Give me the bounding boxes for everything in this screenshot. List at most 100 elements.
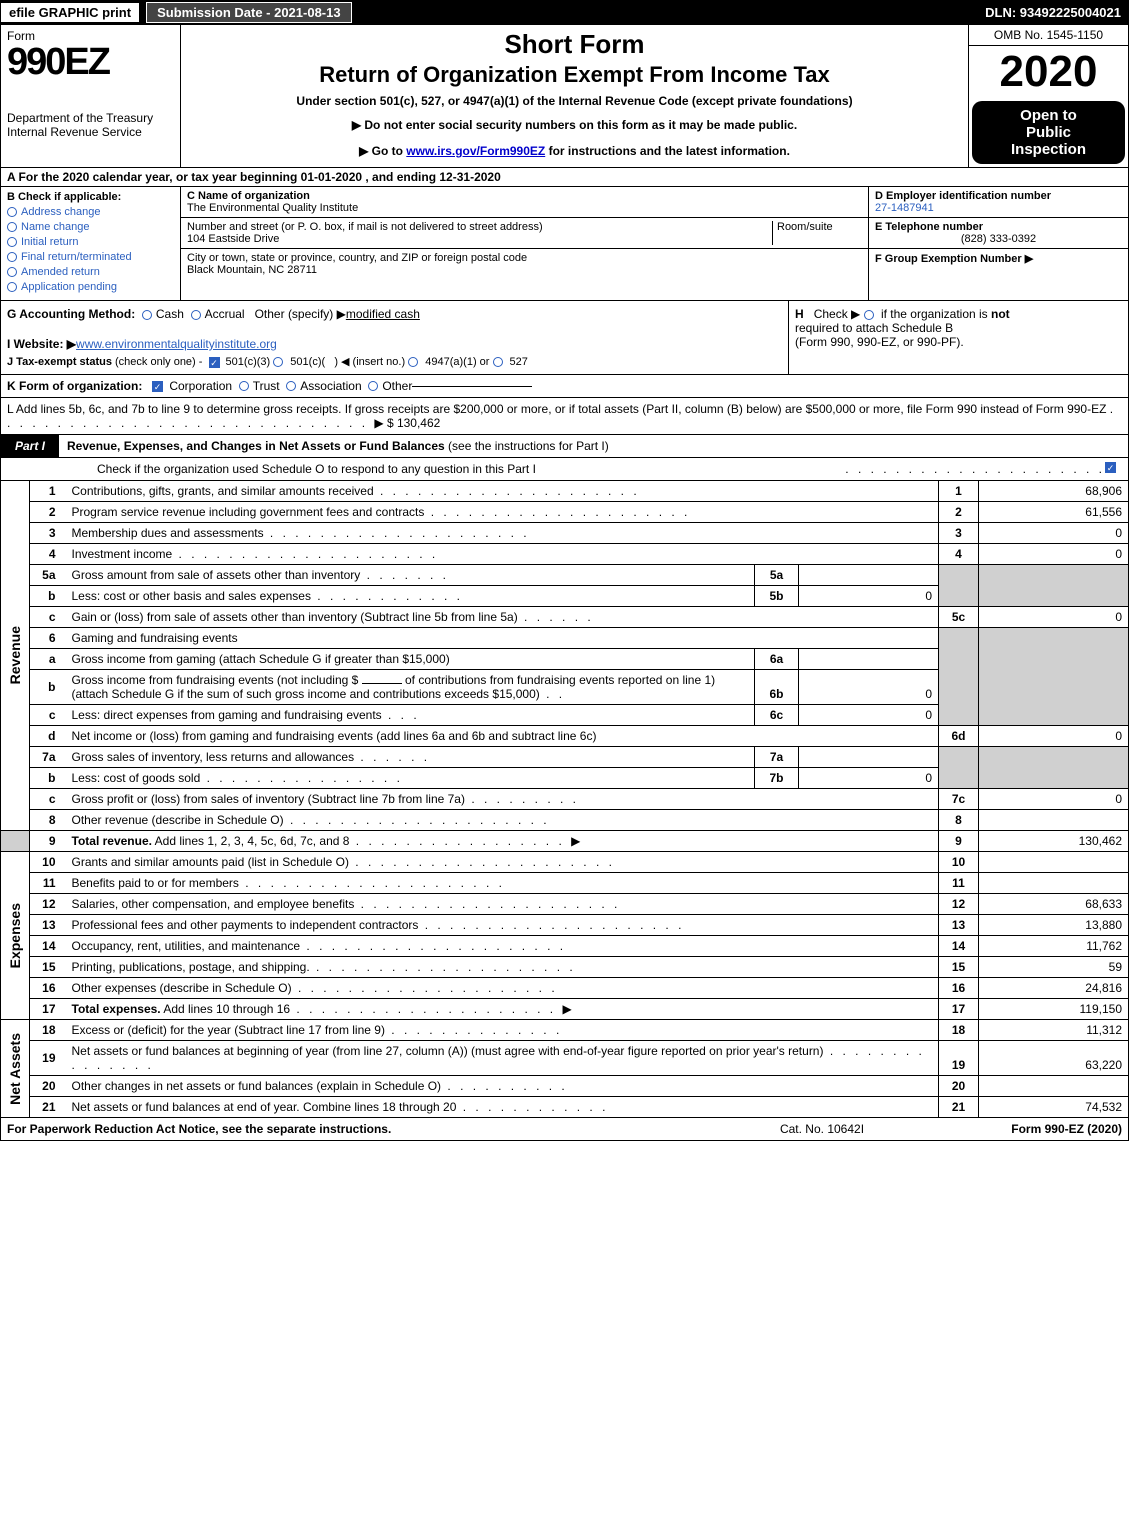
circle-icon[interactable] (239, 381, 249, 391)
part-i-check-text: Check if the organization used Schedule … (7, 462, 536, 476)
goto-link[interactable]: www.irs.gov/Form990EZ (406, 144, 545, 158)
open-line-1: Open to (976, 107, 1121, 124)
line-20-no: 20 (30, 1076, 66, 1097)
circle-icon[interactable] (142, 310, 152, 320)
line-13-no: 13 (30, 915, 66, 936)
under-section: Under section 501(c), 527, or 4947(a)(1)… (189, 94, 960, 108)
accounting-other-label: Other (specify) ▶ (255, 307, 346, 321)
circle-icon[interactable] (493, 357, 503, 367)
line-21-val: 74,532 (979, 1097, 1129, 1118)
checkbox-initial-return[interactable]: Initial return (7, 236, 174, 248)
circle-icon[interactable] (273, 357, 283, 367)
h-label: H (795, 307, 804, 321)
name-change-label: Name change (21, 221, 90, 233)
short-form-title: Short Form (189, 29, 960, 60)
circle-icon[interactable] (864, 310, 874, 320)
accounting-other-value: modified cash (346, 307, 420, 321)
org-name-label: C Name of organization (187, 190, 310, 202)
header-left: Form 990EZ Department of the Treasury In… (1, 25, 181, 167)
checkbox-amended-return[interactable]: Amended return (7, 266, 174, 278)
line-4-col: 4 (939, 544, 979, 565)
side-expenses: Expenses (1, 852, 30, 1020)
city-row: City or town, state or province, country… (181, 249, 868, 279)
line-16: 16 Other expenses (describe in Schedule … (1, 978, 1129, 999)
checkbox-application-pending[interactable]: Application pending (7, 281, 174, 293)
circle-icon[interactable] (408, 357, 418, 367)
line-12-col: 12 (939, 894, 979, 915)
line-14-desc: Occupancy, rent, utilities, and maintena… (66, 936, 939, 957)
checkbox-name-change[interactable]: Name change (7, 221, 174, 233)
line-2-col: 2 (939, 502, 979, 523)
row-l-amount: ▶ $ 130,462 (374, 416, 440, 430)
line-6b-no: b (30, 670, 66, 705)
open-line-3: Inspection (976, 141, 1121, 158)
line-7c-no: c (30, 789, 66, 810)
section-def: D Employer identification number 27-1487… (868, 187, 1128, 300)
line-9-col: 9 (939, 831, 979, 852)
address-change-label: Address change (21, 206, 101, 218)
line-7a-desc: Gross sales of inventory, less returns a… (66, 747, 755, 768)
section-a-tax-year: A For the 2020 calendar year, or tax yea… (0, 168, 1129, 187)
line-16-desc: Other expenses (describe in Schedule O) (66, 978, 939, 999)
line-11-val (979, 873, 1129, 894)
website-link[interactable]: www.environmentalqualityinstitute.org (76, 337, 277, 351)
circle-icon[interactable] (368, 381, 378, 391)
line-13-desc: Professional fees and other payments to … (66, 915, 939, 936)
line-6-no: 6 (30, 628, 66, 649)
line-5a-desc: Gross amount from sale of assets other t… (66, 565, 755, 586)
circle-icon[interactable] (191, 310, 201, 320)
line-5a: 5a Gross amount from sale of assets othe… (1, 565, 1129, 586)
line-16-no: 16 (30, 978, 66, 999)
part-i-label: Part I (1, 435, 59, 457)
line-8: 8 Other revenue (describe in Schedule O)… (1, 810, 1129, 831)
line-10: Expenses 10 Grants and similar amounts p… (1, 852, 1129, 873)
line-3-no: 3 (30, 523, 66, 544)
lines-table: Revenue 1 Contributions, gifts, grants, … (0, 481, 1129, 1118)
info-grid: B Check if applicable: Address change Na… (0, 187, 1129, 301)
form-number: 990EZ (7, 43, 174, 81)
line-15-col: 15 (939, 957, 979, 978)
grey-cell (939, 747, 979, 789)
checkbox-501c3[interactable]: ✓ (209, 357, 220, 368)
line-7b-midval: 0 (799, 768, 939, 789)
line-17-no: 17 (30, 999, 66, 1020)
grey-cell (979, 565, 1129, 607)
row-l-text: L Add lines 5b, 6c, and 7b to line 9 to … (7, 402, 1106, 416)
circle-icon[interactable] (286, 381, 296, 391)
dln-label: DLN: 93492225004021 (985, 5, 1129, 20)
line-10-desc: Grants and similar amounts paid (list in… (66, 852, 939, 873)
line-15-desc: Printing, publications, postage, and shi… (66, 957, 939, 978)
line-3-val: 0 (979, 523, 1129, 544)
opt-trust: Trust (253, 379, 280, 393)
line-5b-mid: 5b (755, 586, 799, 607)
line-5c-no: c (30, 607, 66, 628)
line-7c-col: 7c (939, 789, 979, 810)
line-9-no: 9 (30, 831, 66, 852)
line-13: 13 Professional fees and other payments … (1, 915, 1129, 936)
line-2-no: 2 (30, 502, 66, 523)
line-4-desc: Investment income (66, 544, 939, 565)
grey-cell (979, 628, 1129, 726)
circle-icon (7, 222, 17, 232)
line-7b-mid: 7b (755, 768, 799, 789)
line-5b-no: b (30, 586, 66, 607)
phone-label: E Telephone number (875, 221, 983, 233)
line-7a-mid: 7a (755, 747, 799, 768)
open-line-2: Public (976, 124, 1121, 141)
grey-cell (939, 565, 979, 607)
part-i-title: Revenue, Expenses, and Changes in Net As… (59, 439, 609, 453)
checkbox-final-return[interactable]: Final return/terminated (7, 251, 174, 263)
line-5b-desc: Less: cost or other basis and sales expe… (66, 586, 755, 607)
checkbox-address-change[interactable]: Address change (7, 206, 174, 218)
line-6d-no: d (30, 726, 66, 747)
form-header: Form 990EZ Department of the Treasury In… (0, 24, 1129, 168)
efile-print-button[interactable]: efile GRAPHIC print (0, 2, 140, 23)
opt-other: Other (382, 379, 412, 393)
line-15-val: 59 (979, 957, 1129, 978)
side-net-assets: Net Assets (1, 1020, 30, 1118)
circle-icon (7, 207, 17, 217)
checkbox-schedule-o[interactable]: ✓ (1105, 462, 1116, 473)
check-if-applicable: Check if applicable: (18, 191, 121, 203)
checkbox-corporation[interactable]: ✓ (152, 381, 163, 392)
part-i-header: Part I Revenue, Expenses, and Changes in… (0, 435, 1129, 458)
